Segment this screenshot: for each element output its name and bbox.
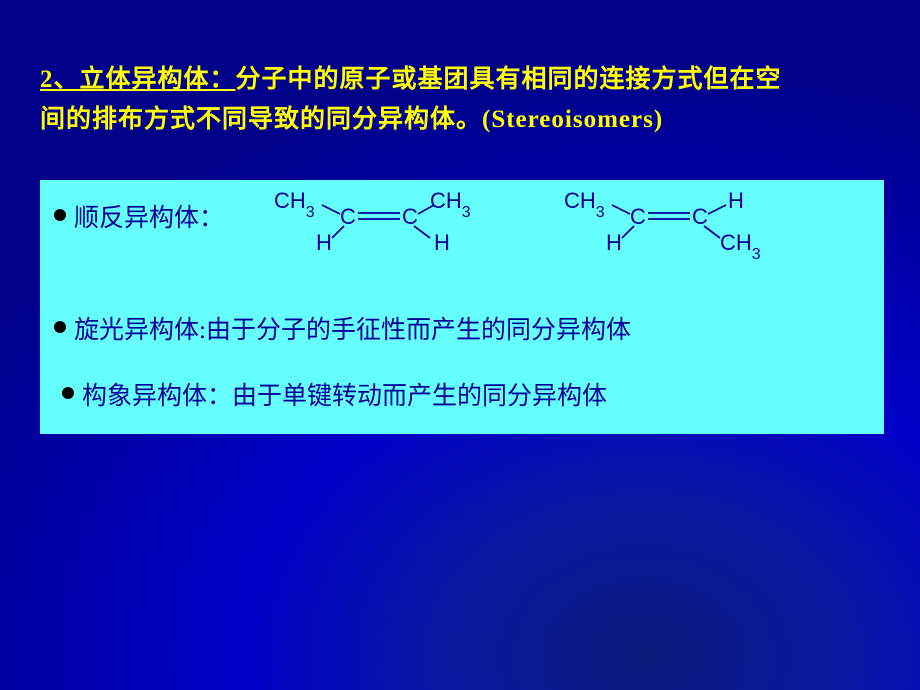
bullet-label-cis-trans: 顺反异构体： — [74, 198, 224, 234]
chemical-structures-group: CH3 C C CH3 H H CH3 — [274, 192, 784, 262]
bullet-icon — [54, 321, 66, 333]
slide: 2、立体异构体：分子中的原子或基团具有相同的连接方式但在空 间的排布方式不同导致… — [0, 0, 920, 690]
bullet-text-conformational: 构象异构体：由于单键转动而产生的同分异构体 — [82, 376, 607, 412]
cis-structure: CH3 C C CH3 H H — [274, 192, 494, 262]
bullet-icon — [62, 387, 74, 399]
bullet-text-optical: 旋光异构体:由于分子的手征性而产生的同分异构体 — [74, 310, 631, 346]
title-line2: 间的排布方式不同导致的同分异构体。(Stereoisomers) — [40, 106, 663, 133]
bonds-trans — [564, 192, 784, 262]
bullet-icon — [54, 209, 66, 221]
slide-title: 2、立体异构体：分子中的原子或基团具有相同的连接方式但在空 间的排布方式不同导致… — [40, 60, 880, 140]
trans-structure: CH3 C C H H CH3 — [564, 192, 784, 262]
bullet-row-cis-trans: 顺反异构体： CH3 C C CH3 H H — [54, 198, 870, 262]
bonds-cis — [274, 192, 494, 262]
title-underlined-part: 2、立体异构体： — [40, 66, 236, 93]
bullet-row-optical: 旋光异构体:由于分子的手征性而产生的同分异构体 — [54, 310, 870, 346]
bullet-row-conformational: 构象异构体：由于单键转动而产生的同分异构体 — [62, 376, 870, 412]
content-box: 顺反异构体： CH3 C C CH3 H H — [40, 180, 884, 434]
title-rest-line1: 分子中的原子或基团具有相同的连接方式但在空 — [236, 66, 782, 93]
